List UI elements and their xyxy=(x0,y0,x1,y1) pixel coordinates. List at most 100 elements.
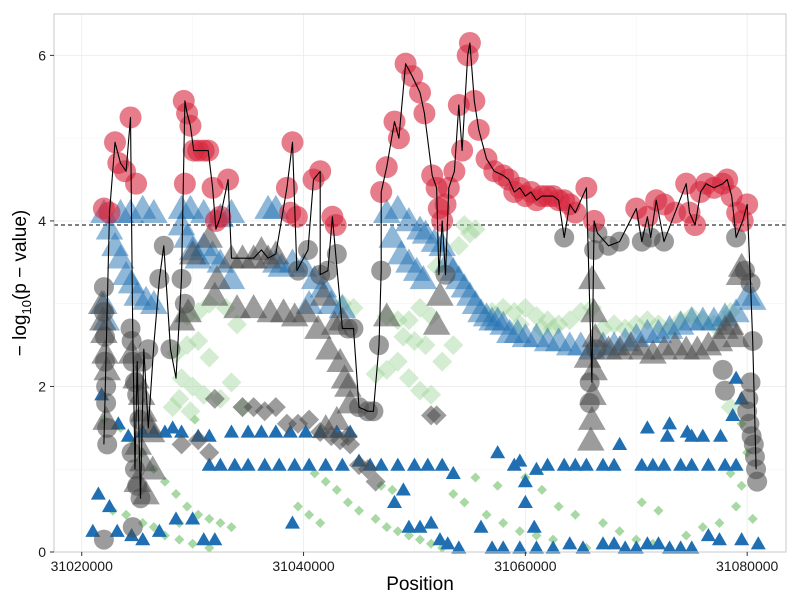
data-point xyxy=(580,298,608,323)
data-point xyxy=(398,310,419,331)
data-point xyxy=(514,526,525,537)
data-point xyxy=(387,484,398,495)
data-point xyxy=(617,540,633,554)
data-point xyxy=(122,517,143,538)
data-point xyxy=(125,172,148,195)
data-point xyxy=(537,484,547,495)
data-point xyxy=(662,540,678,554)
line-layer xyxy=(103,42,757,499)
data-point xyxy=(747,513,758,524)
data-point xyxy=(240,424,256,438)
x-tick-label: 31020000 xyxy=(51,558,114,574)
data-point xyxy=(93,277,114,298)
data-point xyxy=(334,372,362,397)
data-point xyxy=(492,480,503,491)
data-point xyxy=(673,540,689,554)
x-tick-label: 31080000 xyxy=(716,558,779,574)
data-point xyxy=(318,457,334,471)
data-point xyxy=(714,518,725,529)
data-point xyxy=(410,297,430,318)
data-point xyxy=(422,310,451,335)
data-point xyxy=(604,314,625,335)
data-point xyxy=(117,339,146,364)
data-point xyxy=(223,424,239,438)
data-point xyxy=(390,457,406,471)
data-point xyxy=(378,223,407,248)
data-point xyxy=(662,416,678,430)
data-point xyxy=(473,519,489,533)
data-point xyxy=(232,397,253,418)
data-point xyxy=(354,505,364,516)
data-point xyxy=(679,424,695,438)
data-point xyxy=(740,372,761,393)
data-point xyxy=(309,281,338,306)
data-point xyxy=(276,413,297,434)
data-point xyxy=(495,540,511,554)
data-point xyxy=(309,468,320,479)
data-point xyxy=(282,424,298,438)
data-point xyxy=(299,409,320,430)
data-point xyxy=(138,455,167,480)
data-point xyxy=(182,376,203,397)
data-point xyxy=(393,326,414,347)
data-point xyxy=(673,457,689,471)
data-point xyxy=(504,301,525,322)
data-point xyxy=(526,519,542,533)
panel-border xyxy=(53,13,787,553)
data-point xyxy=(285,205,308,228)
data-point xyxy=(526,306,547,327)
data-point xyxy=(292,298,320,323)
data-point xyxy=(132,480,160,505)
data-point xyxy=(212,457,228,471)
data-point xyxy=(127,380,156,406)
data-point xyxy=(365,471,386,492)
data-point xyxy=(177,335,198,356)
data-point xyxy=(481,509,492,520)
data-point xyxy=(226,522,237,533)
data-point xyxy=(401,519,417,533)
data-point xyxy=(204,542,215,553)
data-point xyxy=(304,314,332,339)
data-point xyxy=(173,172,196,195)
data-point xyxy=(440,536,456,550)
data-point xyxy=(517,474,533,488)
data-point xyxy=(700,457,716,471)
data-point xyxy=(653,505,664,516)
data-point xyxy=(728,370,744,384)
data-point xyxy=(531,530,542,541)
data-point xyxy=(731,501,742,512)
data-point xyxy=(89,306,117,331)
data-point xyxy=(87,289,116,315)
data-point xyxy=(185,511,201,525)
data-point xyxy=(287,457,303,471)
data-point xyxy=(157,424,173,438)
data-point xyxy=(304,509,315,520)
data-point xyxy=(573,343,602,368)
data-point xyxy=(579,372,600,393)
data-point xyxy=(595,536,611,550)
data-point xyxy=(420,457,436,471)
data-point xyxy=(612,436,628,451)
data-point xyxy=(428,232,456,257)
data-point xyxy=(717,457,733,471)
data-point xyxy=(579,393,600,414)
data-point xyxy=(331,484,342,495)
data-point xyxy=(484,540,500,554)
data-point xyxy=(426,281,454,306)
data-point xyxy=(315,335,343,360)
data-point xyxy=(182,501,193,512)
data-point xyxy=(90,486,106,500)
data-point xyxy=(747,471,768,492)
data-point xyxy=(459,497,470,508)
data-point xyxy=(570,509,581,520)
data-point xyxy=(432,532,448,546)
data-point xyxy=(412,519,428,533)
data-point xyxy=(528,461,544,475)
data-point xyxy=(432,351,453,372)
data-point xyxy=(342,497,353,508)
data-point xyxy=(201,457,217,471)
data-point xyxy=(606,536,622,550)
data-point xyxy=(293,501,303,512)
data-point xyxy=(715,380,735,401)
data-point xyxy=(284,515,300,529)
